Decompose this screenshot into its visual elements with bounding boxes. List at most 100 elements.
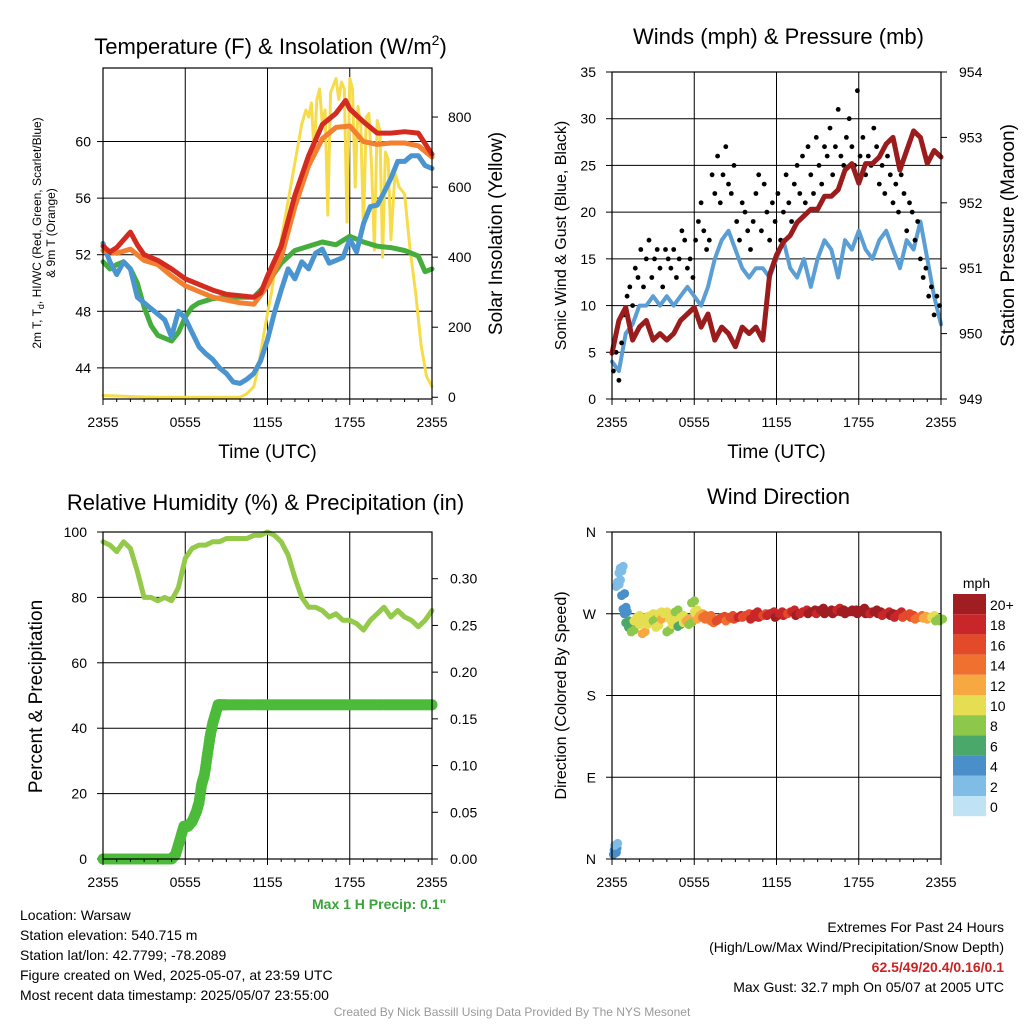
gust-point-79 (827, 125, 833, 131)
gust-point-104 (896, 209, 901, 215)
ytick-r-label-wind-3: 952 (959, 195, 983, 211)
gust-point-101 (887, 172, 893, 178)
gust-point-33 (701, 228, 707, 234)
gust-point-105 (898, 172, 904, 178)
chart-title-wind: Winds (mph) & Pressure (mb) (633, 24, 924, 49)
xtick-label-temp-1: 0555 (170, 414, 201, 430)
gust-point-32 (698, 200, 704, 206)
chart-title-rh: Relative Humidity (%) & Precipitation (i… (67, 490, 464, 515)
gust-point-41 (723, 144, 729, 150)
ytick-r-label-temp-1: 200 (448, 319, 472, 335)
legend-label-10: 20+ (990, 597, 1014, 613)
station-info: Location: Warsaw Station elevation: 540.… (20, 905, 333, 1005)
gust-point-43 (728, 191, 734, 196)
legend-label-3: 6 (990, 738, 998, 754)
gust-point-111 (915, 219, 921, 224)
ytick-r-label-wind-2: 951 (959, 260, 983, 276)
gust-point-116 (929, 284, 934, 290)
gust-point-9 (635, 275, 641, 280)
gust-point-109 (909, 209, 915, 215)
xtick-label-temp-4: 2355 (416, 414, 447, 430)
ytick-label-rh-4: 80 (71, 589, 87, 605)
gust-point-58 (770, 200, 775, 206)
ytick-label-temp-4: 60 (75, 134, 91, 150)
ytick-label-dir-3: W (583, 606, 597, 622)
gust-point-25 (679, 228, 685, 234)
ytick-r-label-rh-3: 0.15 (450, 711, 477, 727)
gust-point-20 (665, 256, 671, 262)
gust-point-29 (690, 275, 696, 280)
ytick-r-label-temp-0: 0 (448, 389, 456, 405)
title-sup: 2 (432, 32, 440, 48)
dir-point-b-34 (690, 596, 699, 606)
ytick-r-label-rh-2: 0.10 (450, 758, 477, 774)
gust-point-108 (907, 200, 912, 206)
gust-point-30 (693, 237, 698, 243)
legend-label-4: 8 (990, 718, 998, 734)
ytick-label-wind-5: 25 (580, 157, 596, 173)
gust-point-5 (624, 293, 630, 299)
ytick-r-label-rh-4: 0.20 (450, 664, 477, 680)
ytick-r-label-rh-1: 0.05 (450, 804, 477, 820)
legend-swatch-1 (953, 775, 986, 796)
ytick-label-rh-0: 0 (79, 851, 87, 867)
extremes-values: 62.5/49/20.4/0.16/0.1 (871, 959, 1004, 975)
gust-point-2 (616, 377, 622, 383)
ytick-label-wind-4: 20 (580, 204, 596, 220)
gust-point-71 (805, 144, 811, 150)
gust-point-83 (838, 153, 844, 159)
legend-title: mph (963, 575, 990, 591)
gust-point-82 (835, 107, 841, 112)
xtick-label-wind-4: 2355 (925, 414, 956, 430)
ylabel-right-temp: Solar Insolation (Yellow) (486, 132, 507, 335)
gust-point-73 (811, 191, 816, 196)
gust-point-70 (802, 200, 808, 206)
dir-point-b-7 (620, 589, 630, 599)
gust-point-53 (756, 172, 762, 178)
gust-point-3 (619, 340, 624, 346)
chart-title-temp: Temperature (F) & Insolation (W/m2) (94, 32, 447, 59)
gust-point-115 (926, 293, 932, 299)
gust-point-59 (772, 219, 778, 224)
dir-point-b-9 (622, 607, 632, 617)
ytick-label-wind-0: 0 (588, 391, 596, 407)
gust-point-60 (775, 191, 781, 196)
gust-point-44 (731, 163, 737, 168)
gust-point-12 (643, 256, 649, 262)
gust-point-69 (800, 153, 805, 159)
gust-point-81 (833, 144, 838, 150)
gust-point-26 (682, 237, 688, 243)
gust-point-40 (720, 172, 726, 178)
ytick-label-rh-3: 60 (71, 655, 87, 671)
gust-point-106 (901, 191, 907, 196)
gust-point-85 (844, 135, 849, 140)
gust-point-46 (737, 237, 742, 243)
ytick-r-label-wind-1: 950 (959, 326, 983, 342)
title-end: ) (439, 34, 446, 59)
xtick-label-dir-4: 2355 (925, 874, 956, 890)
gust-point-86 (846, 116, 852, 122)
xtick-label-temp-0: 2355 (87, 414, 118, 430)
legend-swatch-0 (953, 796, 986, 817)
legend-swatch-10 (953, 594, 986, 615)
xlabel-wind: Time (UTC) (727, 442, 826, 463)
gust-point-103 (893, 181, 899, 187)
gust-point-35 (706, 237, 712, 243)
max-gust: Max Gust: 32.7 mph On 05/07 at 2005 UTC (733, 979, 1004, 995)
ytick-r-label-rh-6: 0.30 (450, 571, 477, 587)
figure-created: Figure created on Wed, 2025-05-07, at 23… (20, 967, 333, 983)
chart-title-dir: Wind Direction (707, 484, 850, 509)
gust-point-15 (652, 256, 657, 262)
ytick-label-dir-4: N (586, 524, 596, 540)
gust-point-31 (696, 219, 701, 224)
dir-point-b-2 (613, 838, 623, 848)
gust-point-118 (934, 293, 940, 299)
legend-label-6: 12 (990, 678, 1006, 694)
gust-point-102 (890, 200, 896, 206)
gust-point-98 (879, 163, 885, 168)
ytick-r-label-temp-4: 800 (448, 109, 472, 125)
gust-point-10 (638, 247, 644, 252)
dir-point-b-98 (938, 614, 948, 624)
gust-point-90 (857, 153, 863, 159)
precip-note: Max 1 H Precip: 0.1" (312, 896, 447, 912)
